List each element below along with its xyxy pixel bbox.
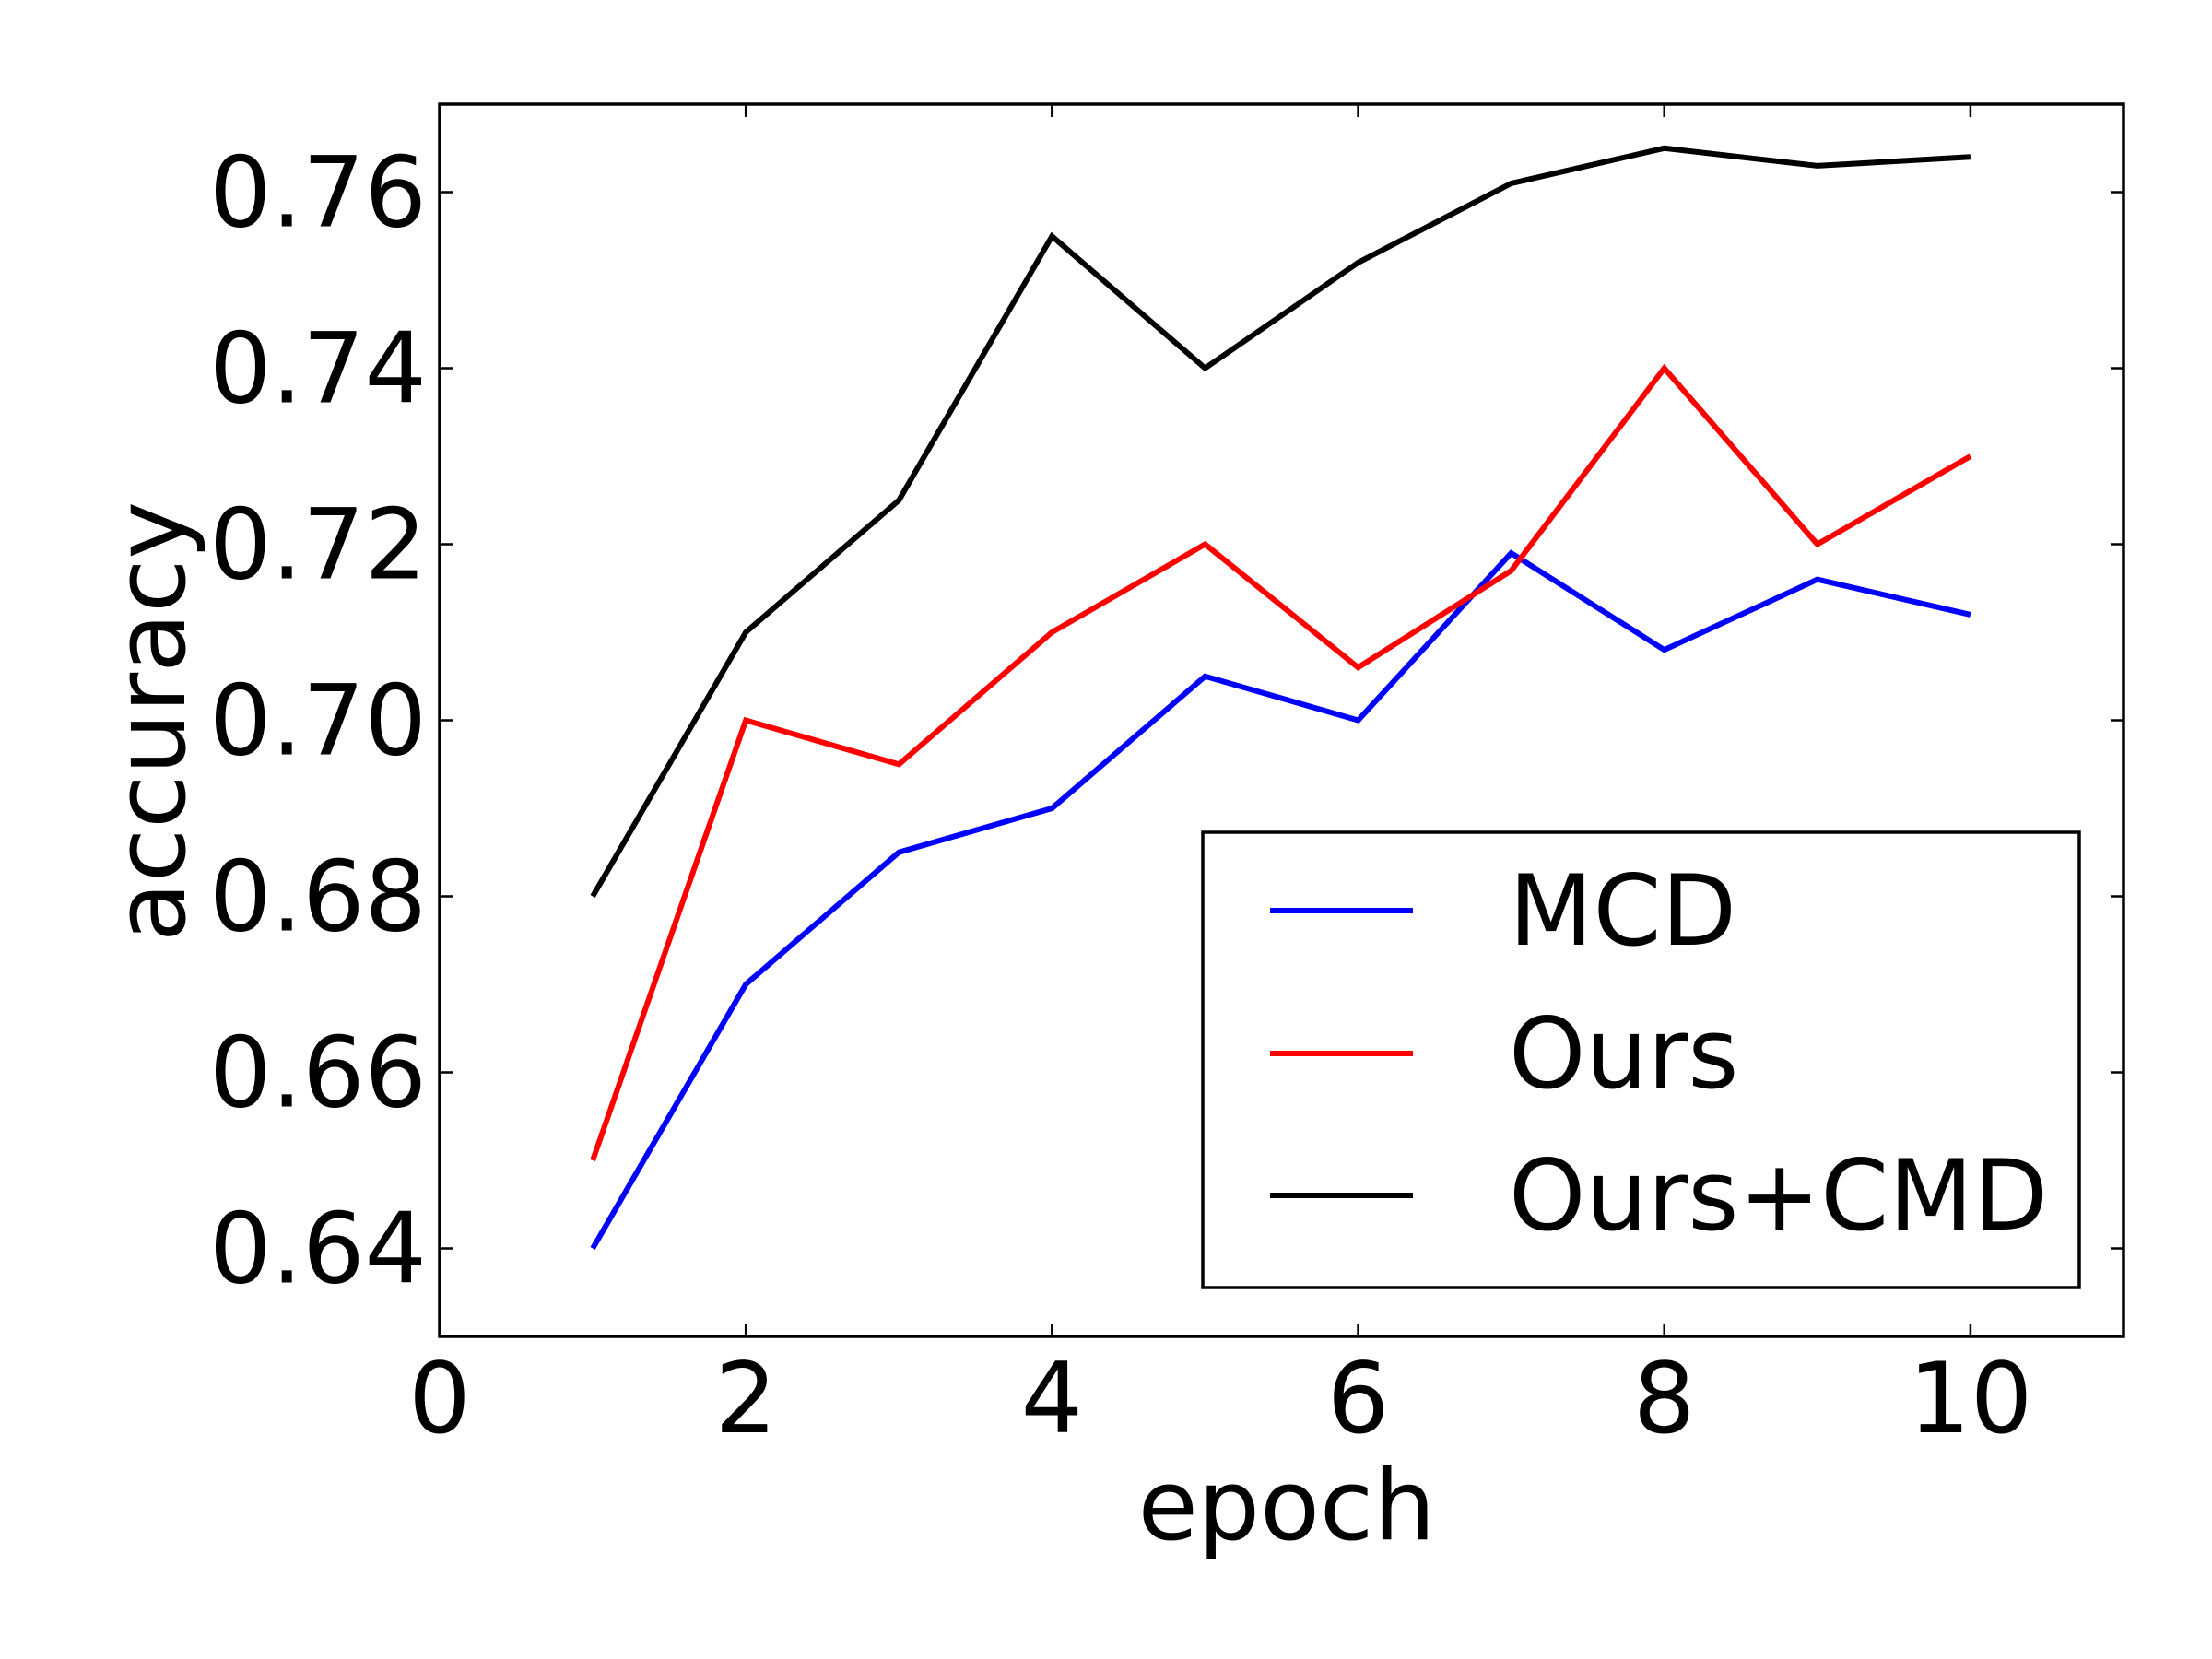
tick-label-layer: 0 2 4 6 8 10 0.64 0.66 0.68 0.70 0.72 0.74 0.76 bbox=[209, 136, 2032, 1456]
series-line-mcd bbox=[590, 549, 1971, 1251]
legend-label-mcd: MCD bbox=[1509, 854, 1736, 968]
y-tick-label: 0.76 bbox=[209, 136, 427, 250]
x-tick-label: 2 bbox=[714, 1342, 776, 1455]
x-axis-title: epoch bbox=[1138, 1449, 1436, 1562]
y-tick-label: 0.64 bbox=[209, 1193, 427, 1306]
x-tick-label: 10 bbox=[1908, 1342, 2032, 1455]
y-tick-label: 0.74 bbox=[209, 312, 427, 426]
x-tick-label: 8 bbox=[1633, 1342, 1695, 1455]
series-layer bbox=[590, 145, 1972, 1251]
legend-label-ours-cmd: Ours+CMD bbox=[1509, 1139, 2048, 1253]
legend-entries: MCD Ours Ours+CMD bbox=[1270, 854, 2048, 1253]
y-tick-label: 0.70 bbox=[209, 665, 427, 778]
y-tick-label: 0.66 bbox=[209, 1017, 427, 1130]
legend: MCD Ours Ours+CMD bbox=[1201, 830, 2081, 1289]
series-line-ours-cmd bbox=[590, 145, 1971, 899]
series-line-ours bbox=[590, 363, 1972, 1161]
x-tick-label: 6 bbox=[1327, 1342, 1389, 1455]
y-tick-label: 0.72 bbox=[209, 488, 427, 602]
x-tick-label: 0 bbox=[408, 1342, 470, 1455]
plot-frame bbox=[438, 102, 2125, 1338]
x-tick-label: 4 bbox=[1021, 1342, 1083, 1455]
y-tick-label: 0.68 bbox=[209, 841, 427, 954]
legend-label-ours: Ours bbox=[1509, 997, 1738, 1111]
ticks-layer bbox=[438, 104, 2124, 1336]
y-axis-title: accuracy bbox=[94, 501, 207, 942]
